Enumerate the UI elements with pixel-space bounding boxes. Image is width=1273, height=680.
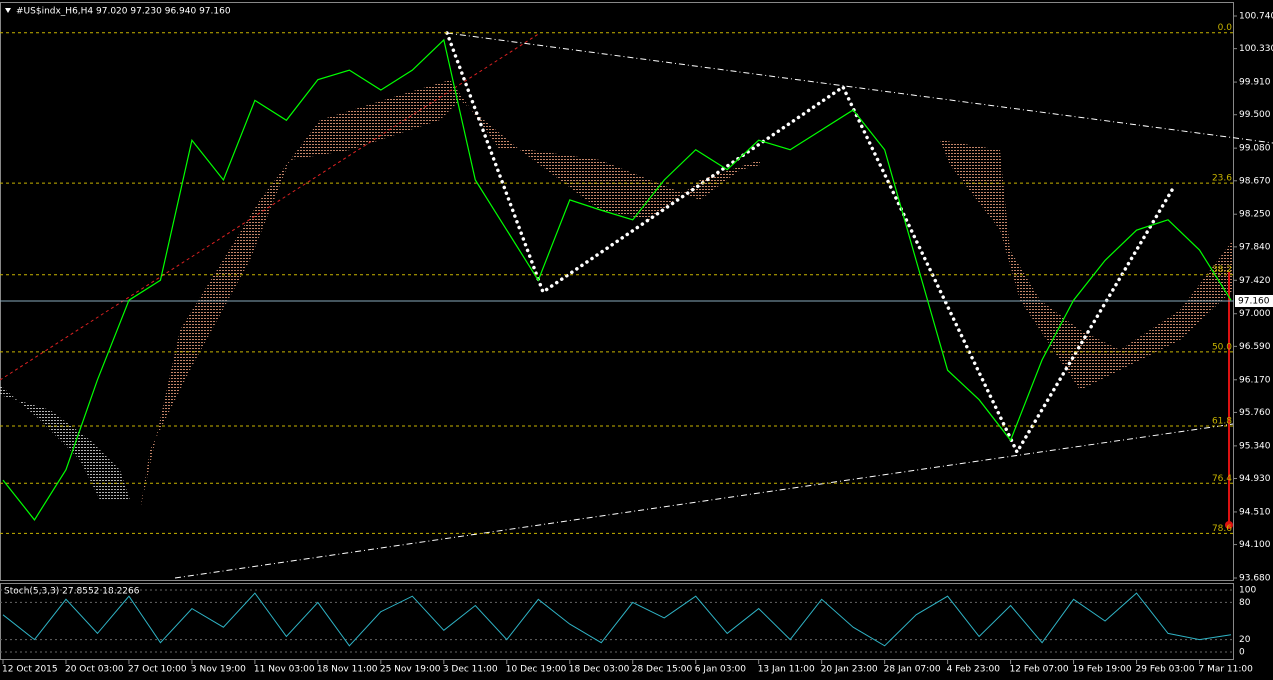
x-tick-label: 4 Feb 23:00	[947, 665, 1001, 675]
ichimoku-cloud	[940, 140, 1233, 390]
x-tick-label: 27 Oct 10:00	[128, 665, 187, 675]
stoch-tick-label: 100	[1239, 586, 1256, 596]
x-tick-label: 12 Feb 07:00	[1010, 665, 1069, 675]
fib-label: 38.2	[1212, 265, 1232, 275]
y-tick-label: 94.930	[1239, 474, 1271, 484]
y-tick-label: 97.000	[1239, 309, 1271, 319]
x-tick-label: 25 Nov 19:00	[380, 665, 441, 675]
y-tick-label: 100.740	[1239, 12, 1273, 22]
x-tick-label: 29 Feb 03:00	[1136, 665, 1195, 675]
y-tick-label: 93.680	[1239, 574, 1271, 584]
y-tick-label: 99.080	[1239, 144, 1271, 154]
fib-label: 78.6	[1212, 524, 1232, 534]
stoch-title: Stoch(5,3,3) 27.8552 18.2266	[4, 587, 140, 597]
x-tick-label: 20 Jan 23:00	[821, 665, 878, 675]
y-tick-label: 95.340	[1239, 441, 1271, 451]
trend-line	[446, 32, 1273, 144]
y-tick-label: 100.330	[1239, 44, 1273, 54]
fib-label: 61.8	[1212, 416, 1232, 426]
y-tick-label: 97.420	[1239, 276, 1271, 286]
menu-arrow[interactable]	[5, 8, 11, 13]
x-tick-label: 3 Nov 19:00	[191, 665, 246, 675]
trend-line	[0, 32, 541, 381]
x-tick-label: 7 Mar 11:00	[1199, 665, 1254, 675]
x-tick-label: 6 Jan 03:00	[695, 665, 747, 675]
x-tick-label: 18 Dec 03:00	[569, 665, 630, 675]
x-tick-label: 19 Feb 19:00	[1073, 665, 1132, 675]
current-price-box	[1235, 294, 1273, 307]
x-tick-label: 13 Jan 11:00	[758, 665, 815, 675]
projection-point	[1225, 521, 1233, 529]
stoch-tick-label: 20	[1239, 635, 1251, 645]
x-tick-label: 12 Oct 2015	[2, 665, 58, 675]
ichimoku-cloud	[140, 80, 760, 510]
y-tick-label: 96.590	[1239, 342, 1271, 352]
price-line	[2, 38, 1232, 521]
header: #US$indx_H6,H4 97.020 97.230 96.940 97.1…	[16, 7, 231, 17]
x-tick-label: 11 Nov 03:00	[254, 665, 315, 675]
fib-label: 76.4	[1212, 474, 1232, 484]
stoch-line	[2, 592, 1232, 647]
fib-label: 50.0	[1212, 342, 1232, 352]
x-tick-label: 28 Dec 15:00	[632, 665, 693, 675]
y-tick-label: 97.840	[1239, 242, 1271, 252]
current-price-label: 97.160	[1238, 296, 1270, 306]
y-tick-label: 94.510	[1239, 507, 1271, 517]
fib-label: 0.0	[1218, 23, 1233, 33]
ichimoku-cloud	[0, 385, 130, 500]
stoch-panel	[0, 583, 1234, 660]
zigzag	[445, 31, 1177, 456]
x-tick-label: 3 Dec 11:00	[443, 665, 498, 675]
stoch-tick-label: 80	[1239, 598, 1251, 608]
drawings	[0, 31, 1273, 579]
y-tick-label: 98.250	[1239, 210, 1271, 220]
y-tick-label: 99.500	[1239, 110, 1271, 120]
trend-line	[174, 423, 1234, 579]
y-tick-label: 99.910	[1239, 78, 1271, 88]
y-tick-label: 94.100	[1239, 540, 1271, 550]
y-tick-label: 95.760	[1239, 408, 1271, 418]
stoch-tick-label: 0	[1239, 648, 1245, 658]
x-tick-label: 20 Oct 03:00	[65, 665, 124, 675]
y-tick-label: 96.170	[1239, 375, 1271, 385]
main-panel	[0, 2, 1234, 581]
x-tick-label: 28 Jan 07:00	[884, 665, 941, 675]
fib-label: 23.6	[1212, 174, 1232, 184]
x-tick-label: 18 Nov 11:00	[317, 665, 378, 675]
y-tick-label: 98.670	[1239, 176, 1271, 186]
x-tick-label: 10 Dec 19:00	[506, 665, 567, 675]
